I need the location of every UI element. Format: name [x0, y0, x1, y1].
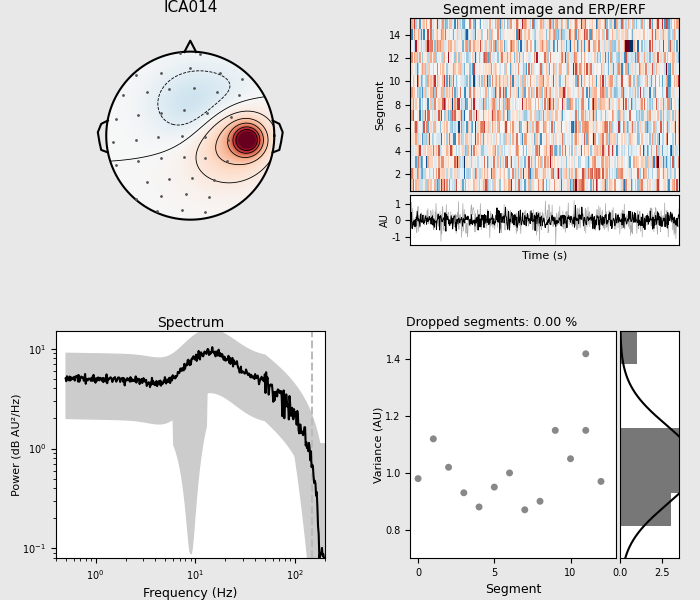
Point: [519, 505, 531, 515]
X-axis label: Frequency (Hz): Frequency (Hz): [143, 587, 237, 600]
Point: [534, 496, 545, 506]
Text: Dropped segments: 0.00 %: Dropped segments: 0.00 %: [407, 316, 578, 329]
Point: [580, 349, 592, 359]
Bar: [620, 493, 671, 526]
Y-axis label: Power (dB AU²/Hz): Power (dB AU²/Hz): [11, 394, 21, 496]
Point: [580, 425, 592, 435]
Point: [443, 463, 454, 472]
Title: Segment image and ERP/ERF: Segment image and ERP/ERF: [443, 3, 646, 17]
Y-axis label: Segment: Segment: [376, 79, 386, 130]
Bar: [620, 331, 637, 364]
Bar: [620, 428, 687, 461]
Point: [412, 474, 423, 484]
Point: [550, 425, 561, 435]
X-axis label: Time (s): Time (s): [522, 250, 568, 260]
Point: [458, 488, 470, 497]
Point: [565, 454, 576, 464]
Title: Spectrum: Spectrum: [157, 316, 224, 330]
Y-axis label: Variance (AU): Variance (AU): [374, 406, 384, 483]
Bar: [620, 461, 700, 493]
Point: [596, 476, 607, 486]
Point: [504, 468, 515, 478]
Y-axis label: AU: AU: [379, 213, 390, 227]
Point: [489, 482, 500, 492]
Title: ICA014: ICA014: [163, 1, 218, 16]
X-axis label: Segment: Segment: [485, 583, 542, 596]
Point: [428, 434, 439, 443]
Point: [473, 502, 484, 512]
